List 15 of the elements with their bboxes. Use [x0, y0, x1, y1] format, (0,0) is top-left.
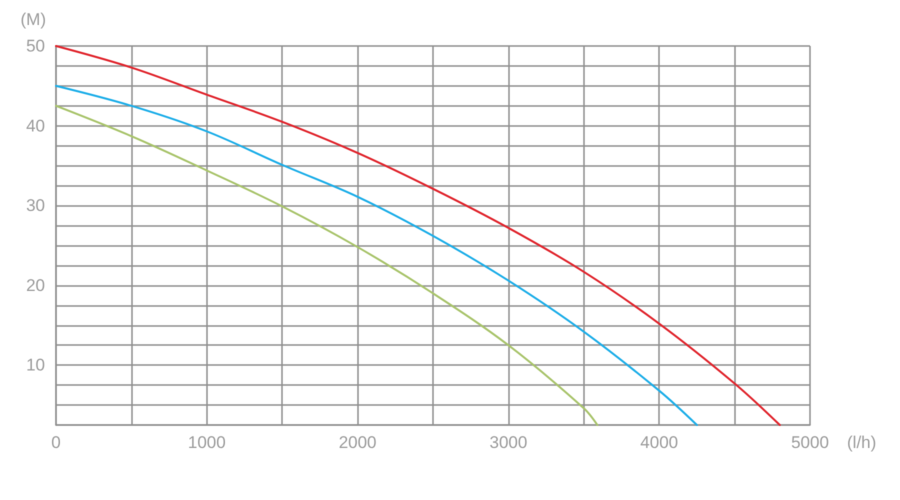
y-tick-label: 50	[26, 36, 45, 56]
y-tick-label: 40	[26, 116, 45, 136]
y-axis-title: (M)	[20, 10, 46, 29]
y-tick-label: 10	[26, 356, 45, 375]
x-tick-label: 0	[51, 433, 61, 452]
x-axis-title: (l/h)	[847, 433, 876, 452]
x-tick-label: 4000	[640, 433, 678, 452]
line-series	[55, 84, 698, 426]
x-tick-label: 3000	[489, 433, 528, 452]
x-tick-label: 5000	[791, 433, 829, 452]
x-tick-label: 2000	[338, 433, 377, 452]
y-tick-label: 20	[26, 276, 45, 295]
x-tick-label: 1000	[188, 433, 226, 452]
y-tick-label: 30	[26, 196, 45, 216]
line-series	[55, 104, 598, 426]
